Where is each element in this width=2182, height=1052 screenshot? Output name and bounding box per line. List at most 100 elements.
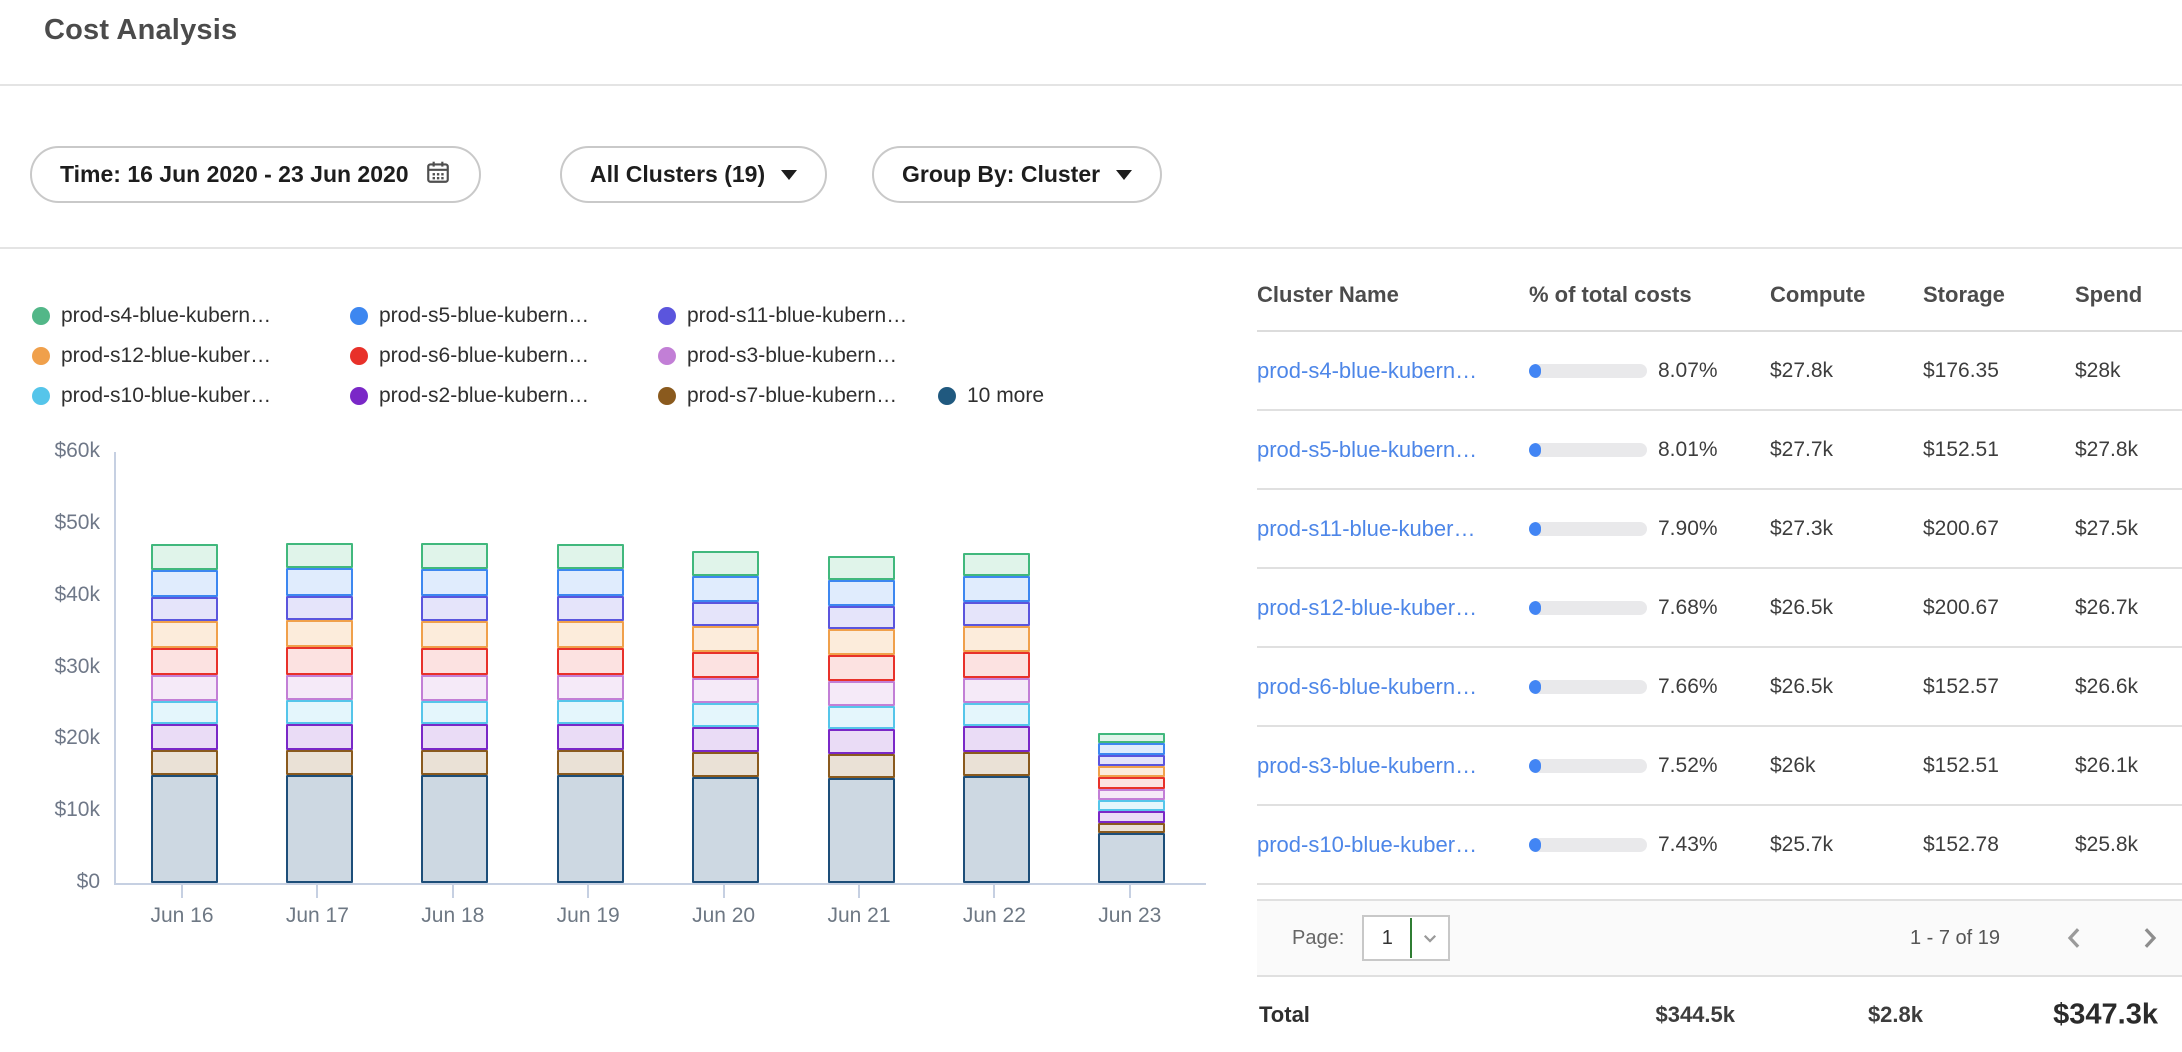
bar-segment[interactable] — [692, 752, 760, 777]
bar-segment[interactable] — [285, 674, 353, 700]
bar-segment[interactable] — [556, 750, 624, 775]
bar-segment[interactable] — [1098, 777, 1166, 789]
bar-segment[interactable] — [962, 726, 1030, 752]
legend-item[interactable]: prod-s7-blue-kubern… — [658, 376, 897, 416]
bar-segment[interactable] — [1098, 800, 1166, 812]
bar-segment[interactable] — [556, 620, 624, 649]
group-by-dropdown[interactable]: Group By: Cluster — [872, 146, 1163, 203]
bar-segment[interactable] — [692, 625, 760, 653]
bar-segment[interactable] — [150, 620, 218, 649]
bar-segment[interactable] — [285, 620, 353, 648]
bar-segment[interactable] — [150, 544, 218, 570]
bar-segment[interactable] — [827, 681, 895, 706]
bar-segment[interactable] — [1098, 732, 1166, 743]
bar-segment[interactable] — [556, 569, 624, 597]
bar-segment[interactable] — [1098, 811, 1166, 823]
bar-segment[interactable] — [150, 700, 218, 725]
bar-segment[interactable] — [827, 579, 895, 606]
previous-page-button[interactable] — [2060, 923, 2090, 953]
bar-segment[interactable] — [827, 778, 895, 883]
bar-segment[interactable] — [285, 647, 353, 675]
cluster-name-link[interactable]: prod-s12-blue-kuber… — [1257, 594, 1478, 620]
bar-segment[interactable] — [1098, 765, 1166, 778]
bar-segment[interactable] — [1098, 833, 1166, 883]
legend-item[interactable]: prod-s5-blue-kubern… — [350, 296, 589, 336]
bar-segment[interactable] — [421, 774, 489, 883]
bar-segment[interactable] — [285, 750, 353, 776]
bar-segment[interactable] — [962, 678, 1030, 703]
stacked-bar-jun-17[interactable] — [285, 542, 353, 883]
bar-segment[interactable] — [421, 569, 489, 597]
cluster-name-link[interactable]: prod-s6-blue-kubern… — [1257, 673, 1478, 699]
bar-segment[interactable] — [150, 774, 218, 883]
bar-segment[interactable] — [827, 629, 895, 656]
bar-segment[interactable] — [827, 605, 895, 630]
bar-segment[interactable] — [692, 602, 760, 626]
cluster-name-link[interactable]: prod-s3-blue-kubern… — [1257, 752, 1478, 778]
bar-segment[interactable] — [150, 569, 218, 598]
bar-segment[interactable] — [692, 727, 760, 753]
bar-segment[interactable] — [556, 674, 624, 700]
legend-item[interactable]: prod-s4-blue-kubern… — [32, 296, 271, 336]
bar-segment[interactable] — [150, 648, 218, 676]
bar-segment[interactable] — [692, 703, 760, 728]
legend-item[interactable]: prod-s11-blue-kubern… — [658, 296, 907, 336]
bar-segment[interactable] — [285, 699, 353, 725]
bar-segment[interactable] — [1098, 822, 1166, 834]
stacked-bar-jun-16[interactable] — [150, 544, 218, 883]
bar-segment[interactable] — [421, 620, 489, 649]
bar-segment[interactable] — [962, 652, 1030, 679]
bar-segment[interactable] — [692, 551, 760, 576]
bar-segment[interactable] — [692, 652, 760, 679]
cluster-name-link[interactable]: prod-s11-blue-kuber… — [1257, 515, 1476, 541]
bar-segment[interactable] — [421, 596, 489, 621]
bar-segment[interactable] — [692, 575, 760, 603]
bar-segment[interactable] — [827, 556, 895, 580]
bar-segment[interactable] — [692, 776, 760, 883]
bar-segment[interactable] — [285, 595, 353, 621]
stacked-bar-jun-18[interactable] — [421, 542, 489, 883]
legend-item[interactable]: prod-s3-blue-kubern… — [658, 336, 897, 376]
bar-segment[interactable] — [556, 724, 624, 751]
bar-segment[interactable] — [827, 705, 895, 730]
bar-segment[interactable] — [962, 602, 1030, 626]
bar-segment[interactable] — [556, 774, 624, 883]
next-page-button[interactable] — [2134, 923, 2164, 953]
bar-segment[interactable] — [827, 754, 895, 779]
cluster-name-link[interactable]: prod-s4-blue-kubern… — [1257, 357, 1478, 383]
bar-segment[interactable] — [421, 648, 489, 676]
clusters-filter-dropdown[interactable]: All Clusters (19) — [560, 146, 828, 203]
cluster-name-link[interactable]: prod-s10-blue-kuber… — [1257, 831, 1478, 857]
bar-segment[interactable] — [962, 576, 1030, 603]
bar-segment[interactable] — [150, 675, 218, 701]
bar-segment[interactable] — [556, 544, 624, 570]
bar-segment[interactable] — [962, 775, 1030, 883]
bar-segment[interactable] — [556, 648, 624, 675]
bar-segment[interactable] — [692, 678, 760, 704]
bar-segment[interactable] — [1098, 743, 1166, 756]
bar-segment[interactable] — [827, 655, 895, 682]
bar-segment[interactable] — [962, 625, 1030, 653]
legend-item[interactable]: prod-s10-blue-kuber… — [32, 376, 271, 416]
bar-segment[interactable] — [285, 724, 353, 751]
bar-segment[interactable] — [962, 702, 1030, 727]
bar-segment[interactable] — [285, 775, 353, 883]
cluster-name-link[interactable]: prod-s5-blue-kubern… — [1257, 436, 1478, 462]
stacked-bar-jun-19[interactable] — [556, 544, 624, 883]
stacked-bar-jun-21[interactable] — [827, 556, 895, 883]
stacked-bar-jun-20[interactable] — [692, 551, 760, 883]
legend-item[interactable]: 10 more — [938, 376, 1044, 416]
bar-segment[interactable] — [1098, 755, 1166, 766]
bar-segment[interactable] — [421, 542, 489, 570]
stacked-bar-jun-22[interactable] — [962, 552, 1030, 883]
bar-segment[interactable] — [150, 597, 218, 621]
bar-segment[interactable] — [285, 542, 353, 568]
bar-segment[interactable] — [285, 567, 353, 596]
legend-item[interactable]: prod-s12-blue-kuber… — [32, 336, 271, 376]
bar-segment[interactable] — [150, 750, 218, 775]
bar-segment[interactable] — [421, 750, 489, 775]
bar-segment[interactable] — [150, 724, 218, 751]
legend-item[interactable]: prod-s2-blue-kubern… — [350, 376, 589, 416]
bar-segment[interactable] — [827, 729, 895, 755]
bar-segment[interactable] — [421, 724, 489, 751]
